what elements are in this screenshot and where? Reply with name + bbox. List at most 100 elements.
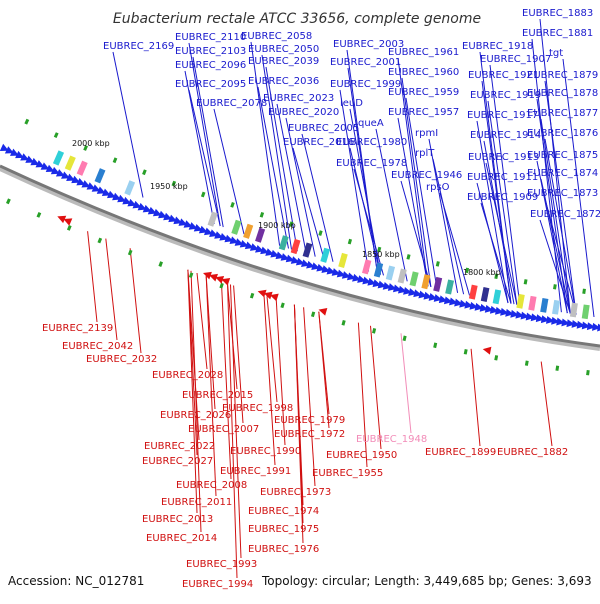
- forward-gene-arrow: [50, 166, 60, 175]
- forward-gene-arrow: [66, 173, 76, 182]
- leader-line-top: [261, 54, 292, 250]
- forward-gene-arrow: [40, 162, 50, 170]
- feature-block: [338, 252, 348, 268]
- feature-tick: [463, 349, 468, 355]
- forward-gene-arrow: [20, 153, 30, 161]
- forward-gene-arrow: [546, 316, 555, 324]
- leader-line-bottom: [105, 238, 118, 341]
- feature-block: [231, 219, 242, 235]
- forward-gene-arrow: [35, 160, 45, 168]
- gene-label-top: EUBREC_2078: [196, 98, 267, 109]
- leader-line-top: [347, 67, 378, 274]
- gene-label-top: EUBREC_2039: [248, 56, 319, 67]
- feature-tick: [524, 360, 529, 366]
- feature-block: [385, 265, 396, 281]
- gene-label-top: EUBREC_1913: [468, 152, 539, 163]
- reverse-gene-arrow: [57, 215, 67, 224]
- scale-label: 1950 kbp: [150, 182, 188, 191]
- feature-block: [64, 155, 76, 171]
- leader-line-top: [301, 133, 334, 262]
- forward-gene-arrow: [566, 319, 575, 328]
- leader-line-top: [487, 100, 518, 305]
- forward-gene-arrow: [55, 169, 65, 177]
- feature-tick: [553, 284, 557, 290]
- scale-label: 1800 kbp: [463, 268, 501, 277]
- leader-line-top: [539, 18, 571, 314]
- forward-gene-arrow: [576, 320, 586, 329]
- leader-line-bottom: [196, 272, 208, 370]
- scale-label: 1850 kbp: [362, 250, 400, 259]
- gene-label-bottom: EUBREC_2042: [62, 341, 133, 352]
- leader-line-top: [544, 138, 577, 315]
- leader-line-bottom: [540, 361, 553, 447]
- forward-gene-arrow: [9, 148, 19, 156]
- leader-line-top: [405, 97, 438, 289]
- leader-line-top: [400, 180, 432, 288]
- feature-tick: [200, 191, 206, 198]
- leader-line-top: [481, 80, 512, 304]
- feature-tick: [372, 328, 377, 334]
- feature-block: [76, 160, 88, 176]
- feature-tick: [24, 118, 30, 125]
- feature-tick: [127, 249, 133, 256]
- leader-line-bottom: [205, 276, 217, 497]
- gene-label-bottom: EUBREC_1975: [248, 524, 319, 535]
- gene-label-top: EUBREC_2003: [333, 39, 404, 50]
- gene-label-bottom: EUBREC_2026: [160, 410, 231, 421]
- leader-line-top: [257, 86, 289, 249]
- feature-block: [468, 284, 478, 300]
- leader-line-top: [112, 51, 144, 198]
- leader-line-top: [540, 118, 571, 314]
- leader-line-bottom: [400, 333, 412, 434]
- forward-gene-arrow: [30, 157, 40, 166]
- feature-tick: [341, 319, 346, 326]
- gene-label-top: EUBREC_1909: [467, 192, 538, 203]
- genome-backbone: [0, 164, 600, 351]
- leader-line-top: [432, 158, 465, 295]
- backbone-line: [0, 164, 600, 348]
- gene-label-bottom: EUBREC_1948: [356, 434, 427, 445]
- gene-label-top: EUBREC_1980: [336, 137, 407, 148]
- feature-tick: [582, 288, 586, 294]
- gene-label-top: rpmI: [415, 128, 438, 139]
- gene-label-bottom: EUBREC_1972: [274, 429, 345, 440]
- gene-label-bottom: EUBREC_1998: [222, 403, 293, 414]
- feature-block: [421, 274, 431, 290]
- leader-line-top: [401, 77, 432, 287]
- gene-label-top: EUBREC_2036: [248, 76, 319, 87]
- gene-label-top: EUBREC_1911: [467, 172, 538, 183]
- forward-gene-arrow: [61, 171, 70, 179]
- feature-block: [320, 247, 331, 263]
- leader-line-top: [375, 128, 408, 282]
- gene-label-top: EUBREC_1961: [388, 47, 459, 58]
- reverse-gene-arrow: [257, 289, 267, 298]
- forward-gene-arrow: [4, 146, 14, 154]
- gene-label-top: EUBREC_1919: [470, 90, 541, 101]
- forward-gene-arrow: [91, 184, 101, 192]
- forward-gene-arrow: [45, 164, 55, 173]
- leader-line-top: [397, 57, 429, 287]
- forward-gene-arrow: [106, 190, 116, 199]
- leader-line-bottom: [303, 307, 316, 487]
- gene-label-bottom: EUBREC_2028: [152, 370, 223, 381]
- leader-line-bottom: [220, 281, 232, 480]
- gene-label-top: rpsO: [426, 182, 450, 193]
- leader-line-bottom: [318, 311, 330, 429]
- leader-line-bottom: [233, 285, 244, 424]
- gene-label-bottom: EUBREC_2139: [42, 323, 113, 334]
- feature-block: [207, 211, 218, 227]
- feature-tick: [494, 273, 499, 280]
- gene-label-top: rplT: [415, 148, 435, 159]
- reverse-gene-arrow: [221, 277, 231, 286]
- leader-line-top: [184, 70, 215, 224]
- feature-block: [255, 227, 266, 243]
- leader-line-top: [544, 80, 577, 315]
- gene-label-top: leuD: [340, 98, 363, 109]
- feature-tick: [188, 272, 194, 279]
- gene-label-top: EUBREC_1883: [522, 8, 593, 19]
- feature-block: [528, 295, 537, 311]
- gene-label-bottom: EUBREC_1979: [274, 415, 345, 426]
- gene-label-top: EUBREC_1907: [480, 54, 551, 65]
- leader-line-top: [439, 192, 470, 296]
